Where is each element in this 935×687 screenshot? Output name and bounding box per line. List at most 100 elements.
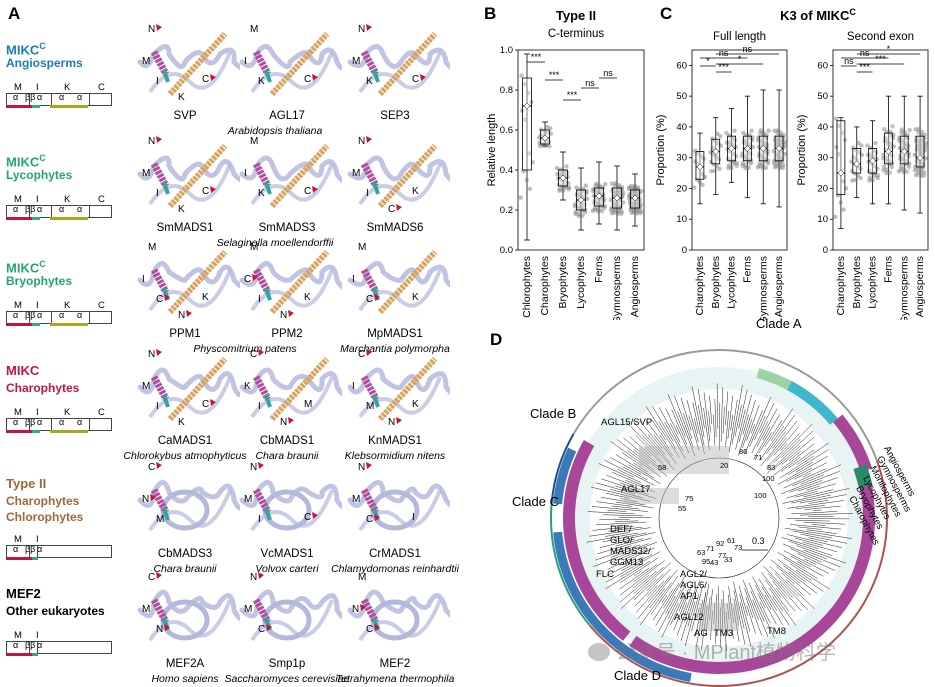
mean-diamond-icon bbox=[631, 194, 639, 202]
branch bbox=[628, 464, 661, 484]
data-point bbox=[594, 181, 599, 186]
data-point bbox=[919, 141, 925, 146]
branch bbox=[609, 551, 638, 564]
sig-label: *** bbox=[567, 90, 578, 100]
data-point bbox=[578, 192, 583, 198]
group-title-sup: C bbox=[39, 259, 46, 269]
structure-label: C bbox=[366, 294, 373, 305]
data-point bbox=[917, 150, 922, 155]
branch bbox=[680, 397, 692, 431]
branch bbox=[606, 475, 635, 487]
taxon-band bbox=[563, 440, 631, 641]
branch bbox=[610, 456, 642, 475]
y-tick-label: 0.0 bbox=[500, 245, 513, 256]
data-point bbox=[778, 133, 783, 138]
protein-name: SEP3 bbox=[380, 110, 410, 122]
data-point bbox=[727, 139, 733, 145]
branch bbox=[750, 591, 765, 622]
data-point bbox=[921, 170, 927, 175]
mean-diamond-icon bbox=[759, 145, 767, 152]
branch bbox=[634, 571, 642, 577]
mean-diamond-icon bbox=[728, 145, 735, 152]
protein-structure: N MI C bbox=[239, 462, 342, 532]
divider bbox=[29, 312, 30, 323]
data-point bbox=[881, 164, 887, 169]
branch bbox=[796, 442, 829, 465]
structure-label: N bbox=[148, 136, 155, 147]
branch bbox=[633, 462, 649, 473]
branch bbox=[759, 601, 771, 624]
branch bbox=[623, 437, 662, 470]
data-point bbox=[631, 202, 636, 207]
branch bbox=[604, 459, 655, 486]
data-point bbox=[732, 128, 737, 133]
data-point bbox=[635, 187, 641, 192]
branch bbox=[701, 583, 710, 632]
category-label: Ferns bbox=[593, 256, 605, 283]
structure-label: I bbox=[366, 188, 369, 199]
box-2 bbox=[554, 151, 572, 201]
branch bbox=[777, 558, 824, 592]
branch bbox=[692, 402, 705, 455]
divider bbox=[51, 206, 52, 217]
beta-strand bbox=[372, 394, 380, 408]
data-point bbox=[595, 200, 601, 205]
branch bbox=[803, 521, 846, 525]
branch bbox=[673, 581, 694, 631]
structure-label: I bbox=[258, 514, 261, 525]
terminus-arrow-icon bbox=[258, 349, 264, 356]
data-point bbox=[746, 135, 752, 141]
branch bbox=[788, 449, 815, 469]
data-point bbox=[731, 161, 736, 166]
structure-label: I bbox=[258, 294, 261, 305]
data-point bbox=[922, 147, 927, 153]
category-label: Charophytes bbox=[694, 256, 706, 316]
data-point bbox=[629, 210, 634, 216]
data-point bbox=[582, 209, 588, 215]
group-subtitle: Angiosperms bbox=[6, 56, 83, 70]
branch bbox=[755, 584, 777, 625]
data-point bbox=[916, 141, 922, 147]
branch bbox=[645, 406, 680, 458]
branch bbox=[803, 489, 834, 498]
data-point bbox=[775, 128, 781, 133]
data-point bbox=[617, 190, 622, 196]
data-point bbox=[577, 211, 582, 216]
data-point bbox=[633, 188, 639, 193]
data-point bbox=[777, 163, 783, 168]
structure-label: M bbox=[352, 56, 360, 67]
mean-diamond-icon bbox=[775, 145, 783, 152]
protein-name: PPM2 bbox=[271, 328, 303, 340]
structure-label: M bbox=[358, 572, 366, 583]
branch bbox=[655, 576, 685, 627]
mean-diamond-icon bbox=[916, 154, 924, 162]
protein-name: MEF2A bbox=[165, 658, 205, 670]
data-point bbox=[601, 196, 607, 202]
data-point bbox=[916, 130, 921, 135]
protein-name: Smp1p bbox=[268, 658, 306, 670]
divider bbox=[89, 94, 90, 105]
branch bbox=[769, 566, 815, 610]
terminus-arrow-icon bbox=[150, 494, 156, 501]
coil bbox=[262, 489, 312, 531]
branch bbox=[777, 552, 806, 569]
k-helix bbox=[377, 356, 438, 422]
domain-ss: α bbox=[37, 92, 43, 102]
data-point bbox=[613, 191, 618, 196]
data-point bbox=[915, 167, 921, 172]
branch bbox=[733, 590, 746, 645]
domain-letter: C bbox=[98, 194, 105, 205]
domain-letter: M bbox=[14, 407, 22, 418]
data-point bbox=[902, 130, 907, 135]
branch bbox=[610, 441, 661, 478]
plot-frame bbox=[691, 49, 788, 251]
structure-label: I bbox=[352, 381, 355, 392]
box-1 bbox=[708, 117, 724, 196]
structure-label: N bbox=[156, 624, 163, 635]
branch bbox=[617, 469, 635, 478]
bootstrap-value: 71 bbox=[754, 453, 762, 462]
data-point bbox=[560, 188, 566, 193]
data-point bbox=[612, 209, 617, 215]
branch bbox=[591, 506, 648, 512]
branch bbox=[667, 582, 687, 620]
